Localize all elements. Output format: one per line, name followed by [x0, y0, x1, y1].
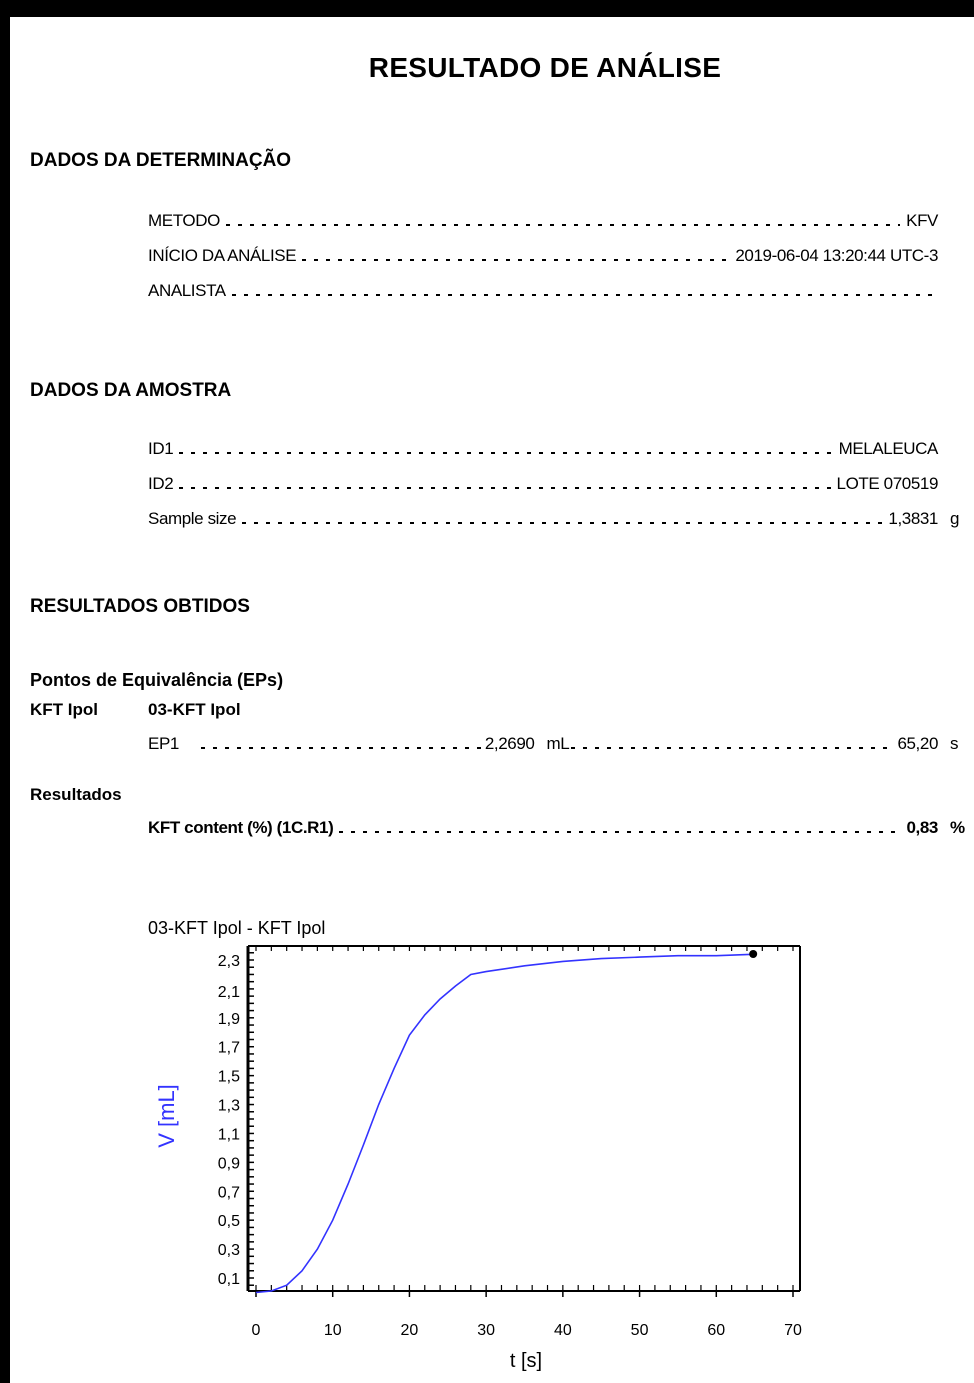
- x-tick-label: 0: [252, 1322, 261, 1339]
- dot-leader: [200, 747, 483, 749]
- y-tick-label: 0,3: [218, 1242, 240, 1259]
- y-tick-label: 1,7: [218, 1040, 240, 1057]
- ep1-time: 65,20: [897, 734, 938, 753]
- y-axis-label: V [mL]: [154, 1084, 179, 1148]
- resultados-heading: Resultados: [30, 785, 122, 804]
- section-amostra: DADOS DA AMOSTRA: [30, 380, 232, 401]
- kft-content-label: KFT content (%) (1C.R1): [148, 818, 334, 837]
- sample-size-label: Sample size: [148, 509, 237, 528]
- y-tick-label: 1,1: [218, 1126, 240, 1143]
- page-frame-left: [0, 0, 10, 1383]
- kft-method: 03-KFT Ipol: [148, 700, 241, 719]
- analista-label: ANALISTA: [148, 281, 226, 300]
- y-tick-label: 2,1: [218, 984, 240, 1001]
- metodo-label: METODO: [148, 211, 220, 230]
- series-layer: [255, 950, 758, 1294]
- id2-label: ID2: [148, 474, 174, 493]
- endpoint-marker: [749, 950, 758, 958]
- row-inicio: INÍCIO DA ANÁLISE 2019-06-04 13:20:44 UT…: [148, 240, 938, 266]
- id1-label: ID1: [148, 439, 174, 458]
- ep1-label: EP1: [148, 734, 179, 753]
- y-tick-label: 1,5: [218, 1069, 240, 1086]
- inicio-label: INÍCIO DA ANÁLISE: [148, 246, 297, 265]
- x-tick-label: 20: [401, 1322, 419, 1339]
- row-id2: ID2 LOTE 070519: [148, 468, 938, 494]
- report-title: RESULTADO DE ANÁLISE: [368, 52, 722, 83]
- x-tick-label: 70: [784, 1322, 802, 1339]
- dot-leader: [339, 831, 901, 833]
- y-tick-label: 0,7: [218, 1184, 240, 1201]
- row-metodo: METODO KFV: [148, 205, 938, 231]
- dot-leader: [179, 487, 831, 489]
- row-kft-content: KFT content (%) (1C.R1) 0,83: [148, 812, 938, 838]
- id1-value: MELALEUCA: [838, 439, 939, 458]
- y-tick-label: 1,3: [218, 1098, 240, 1115]
- sample-size-value: 1,3831: [888, 509, 938, 528]
- page-frame-top: [0, 0, 974, 17]
- id2-value: LOTE 070519: [836, 474, 939, 493]
- dot-leader: [242, 522, 883, 524]
- inicio-value: 2019-06-04 13:20:44 UTC-3: [735, 246, 938, 265]
- row-id1: ID1 MELALEUCA: [148, 433, 938, 459]
- x-tick-label: 30: [477, 1322, 495, 1339]
- x-tick-label: 60: [707, 1322, 725, 1339]
- y-tick-label: 0,1: [218, 1271, 240, 1288]
- x-axis-ticks: 0 10 20 30 40 50 60 70: [252, 1291, 802, 1339]
- section-determinacao: DADOS DA DETERMINAÇÃO: [30, 150, 292, 171]
- ep1-volume-unit: mL: [546, 734, 570, 753]
- x-tick-label: 40: [554, 1322, 572, 1339]
- chart-title: 03-KFT Ipol - KFT Ipol: [148, 918, 326, 938]
- row-analista: ANALISTA: [148, 275, 938, 301]
- y-tick-label: 0,9: [218, 1155, 240, 1172]
- x-tick-label: 50: [631, 1322, 649, 1339]
- dot-leader: [225, 224, 901, 226]
- y-axis-ticks: 0,1 0,3 0,5 0,7 0,9 1,1 1,3 1,5 1,7 1,9 2,1 2,3: [218, 953, 240, 1288]
- metodo-value: KFV: [906, 211, 938, 230]
- chart-frame: [246, 945, 801, 1292]
- y-tick-label: 0,5: [218, 1213, 240, 1230]
- ep-heading: Pontos de Equivalência (EPs): [30, 670, 284, 690]
- kft-content-value: 0,83: [906, 818, 939, 837]
- y-tick-label: 1,9: [218, 1011, 240, 1028]
- series-line-volume: [255, 953, 757, 1294]
- row-ep1: EP1 2,2690 mL 65,20: [148, 728, 938, 754]
- ep1-volume: 2,2690: [484, 734, 535, 753]
- sample-size-unit: g: [950, 509, 960, 528]
- kft-label: KFT Ipol: [30, 700, 98, 719]
- x-tick-label: 10: [324, 1322, 342, 1339]
- dot-leader: [571, 747, 896, 749]
- section-resultados-obtidos: RESULTADOS OBTIDOS: [30, 596, 250, 617]
- ep1-time-unit: s: [950, 734, 959, 753]
- dot-leader: [179, 452, 833, 454]
- dot-leader: [302, 259, 730, 261]
- x-axis-label: t [s]: [510, 1350, 542, 1372]
- dot-leader: [231, 294, 938, 296]
- row-sample-size: Sample size 1,3831: [148, 503, 938, 529]
- kft-content-unit: %: [950, 818, 966, 837]
- y-tick-label: 2,3: [218, 953, 240, 970]
